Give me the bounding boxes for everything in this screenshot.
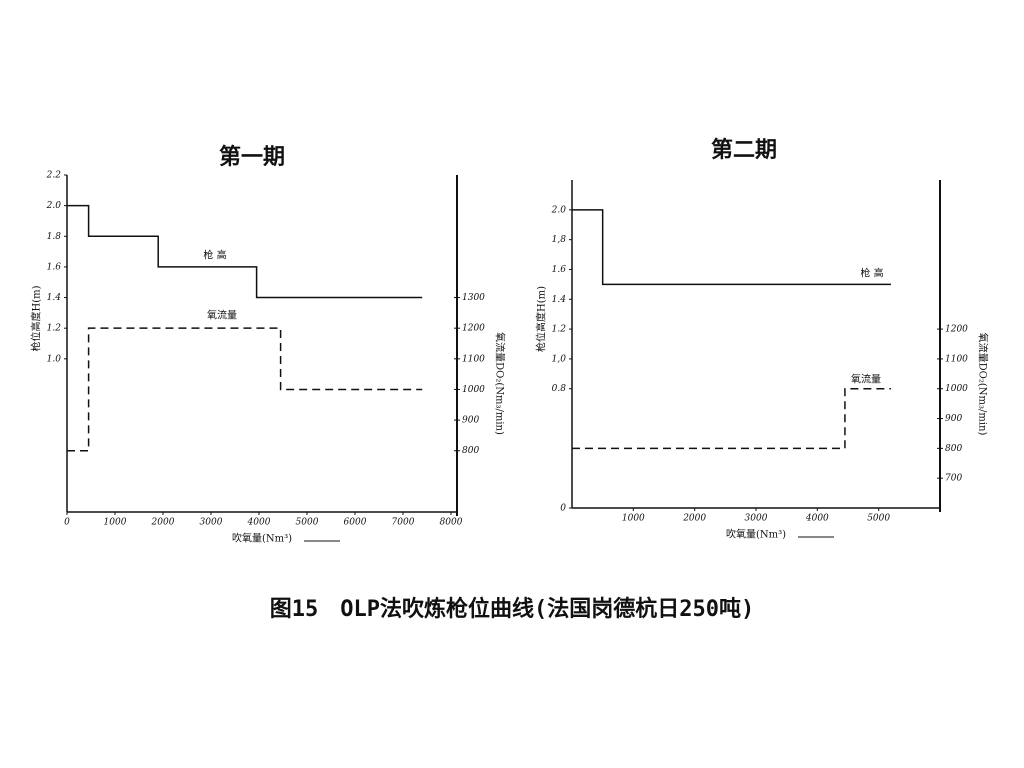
y-tick-label: 1.8 (47, 232, 62, 242)
y2-tick-label: 1300 (462, 293, 485, 303)
y-axis-label: 枪位高度H(m) (30, 285, 43, 351)
x-tick-label: 5000 (867, 514, 890, 524)
y2-tick-label: 800 (945, 444, 962, 454)
x-axis-label: 吹氧量(Nm³) (232, 532, 292, 545)
y-tick-label: 1.0 (47, 354, 62, 364)
x-tick-label: 3000 (745, 514, 768, 524)
y2-tick-label: 1200 (945, 325, 968, 335)
y2-tick-label: 800 (462, 446, 479, 456)
y2-tick-label: 900 (462, 416, 479, 426)
y-tick-label: 1,0 (552, 354, 567, 364)
y2-tick-label: 1200 (462, 324, 485, 334)
x-tick-label: 7000 (392, 518, 415, 528)
x-tick-label: 1000 (622, 514, 645, 524)
series-line (572, 209, 891, 286)
series-line (67, 327, 423, 452)
x-tick-label: 4000 (247, 518, 271, 528)
chart-title: 第一期 (219, 144, 285, 170)
x-tick-label: 2000 (682, 514, 706, 524)
series-line (67, 204, 423, 299)
y-tick-label: 2.0 (551, 205, 567, 215)
y-tick-label: 2.0 (46, 201, 62, 211)
y2-tick-label: 1100 (462, 354, 485, 364)
x-tick-label: 4000 (805, 514, 829, 524)
y2-tick-label: 1000 (945, 384, 968, 394)
y2-tick-label: 1000 (462, 385, 485, 395)
y2-axis-label: 氧流量DO₂(Nm₃/min) (977, 333, 990, 436)
x-tick-label: 8000 (440, 518, 463, 528)
x-tick-label: 6000 (344, 518, 367, 528)
y-tick-label: 1.4 (552, 295, 567, 305)
y2-tick-label: 1100 (945, 354, 968, 364)
y-tick-label: 0 (560, 504, 566, 514)
series-label: 枪 高 (860, 267, 883, 280)
series-line (572, 387, 891, 450)
x-tick-label: 1000 (104, 518, 127, 528)
y-tick-label: 1.2 (552, 325, 567, 335)
y-tick-label: 1.2 (47, 324, 62, 334)
x-tick-label: 0 (64, 518, 70, 528)
x-axis-label: 吹氧量(Nm³) (726, 528, 786, 541)
y-tick-label: 0.8 (552, 384, 567, 394)
x-tick-label: 3000 (200, 518, 223, 528)
y-tick-label: 1,8 (552, 235, 567, 245)
x-tick-label: 2000 (151, 518, 175, 528)
y-tick-label: 2.2 (46, 171, 62, 181)
y-tick-label: 1.6 (552, 265, 567, 275)
y2-tick-label: 700 (945, 474, 962, 484)
y2-axis-label: 氧流量DO₂(Nm₃/min) (494, 332, 507, 435)
y2-tick-label: 900 (945, 414, 962, 424)
caption: 图15 OLP法吹炼枪位曲线(法国岗德杭日250吨) (270, 596, 754, 622)
series-label: 氧流量 (207, 309, 237, 322)
y-tick-label: 1.6 (47, 262, 62, 272)
chart-title: 第二期 (711, 137, 777, 163)
x-tick-label: 5000 (296, 518, 319, 528)
series-label: 氧流量 (851, 373, 881, 386)
series-label: 枪 高 (203, 249, 226, 262)
y-tick-label: 1.4 (47, 293, 62, 303)
y-axis-label: 枪位高度H(m) (535, 286, 548, 352)
